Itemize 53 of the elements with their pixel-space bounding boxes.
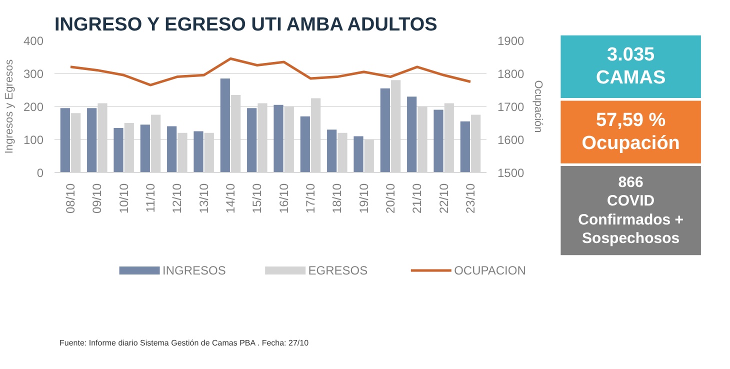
bar <box>274 104 284 172</box>
x-tick-label: 14/10 <box>224 183 238 214</box>
x-tick-label: 13/10 <box>196 183 211 214</box>
y2-tick-label: 1600 <box>498 133 525 147</box>
x-tick-label: 23/10 <box>464 183 478 214</box>
x-tick-label: 20/10 <box>384 183 398 214</box>
y2-tick-label: 1800 <box>498 67 525 81</box>
x-tick-label: 18/10 <box>330 183 344 214</box>
legend-label: EGRESOS <box>308 264 368 278</box>
legend-label: INGRESOS <box>162 264 226 278</box>
y-tick-label: 200 <box>23 100 44 114</box>
y-axis-title: Ingresos y Egresos <box>3 58 16 154</box>
bar <box>167 126 177 172</box>
bar <box>87 108 97 172</box>
bar <box>60 108 70 172</box>
x-tick-label: 12/10 <box>170 183 184 214</box>
x-tick-label: 11/10 <box>144 183 158 213</box>
line-series <box>69 57 472 86</box>
text: 866 COVID Confirmados + Sospechosos <box>578 174 684 248</box>
text: 57,59 % Ocupación <box>582 110 680 154</box>
y2-tick-label: 1500 <box>498 166 525 180</box>
bar <box>434 110 444 172</box>
bar <box>460 121 470 172</box>
y-tick-label: 400 <box>23 34 44 48</box>
bar <box>407 96 417 172</box>
bar <box>194 131 204 172</box>
x-tick-label: 22/10 <box>436 183 451 214</box>
bar <box>300 116 310 172</box>
x-tick-label: 15/10 <box>250 183 264 214</box>
x-tick-label: 10/10 <box>116 183 131 214</box>
bar <box>140 124 150 172</box>
legend-label: OCUPACION <box>454 264 526 278</box>
bar <box>114 128 124 172</box>
y-tick-label: 300 <box>23 67 44 81</box>
y-tick-label: 100 <box>23 133 44 147</box>
x-tick-label: 16/10 <box>276 183 291 214</box>
text: 3.035 CAMAS <box>596 44 666 89</box>
y2-tick-label: 1900 <box>498 34 525 48</box>
bar <box>220 78 230 172</box>
bar <box>354 136 364 172</box>
x-tick-label: 08/10 <box>64 183 78 214</box>
bar <box>327 130 337 172</box>
source-note: Fuente: Informe diario Sistema Gestión de Camas PBA . Fecha: 27/10 <box>60 338 310 348</box>
x-tick-label: 21/10 <box>410 183 424 214</box>
x-tick-label: 09/10 <box>90 183 104 214</box>
x-tick-label: 17/10 <box>304 183 318 214</box>
y2-tick-label: 1700 <box>498 100 525 114</box>
x-tick-label: 19/10 <box>356 183 371 214</box>
bar <box>380 88 390 172</box>
y2-axis-title: Ocupación <box>532 80 544 133</box>
bar <box>247 108 257 172</box>
chart-title: INGRESO Y EGRESO UTI AMBA ADULTOS <box>54 14 438 36</box>
y-tick-label: 0 <box>36 166 44 180</box>
